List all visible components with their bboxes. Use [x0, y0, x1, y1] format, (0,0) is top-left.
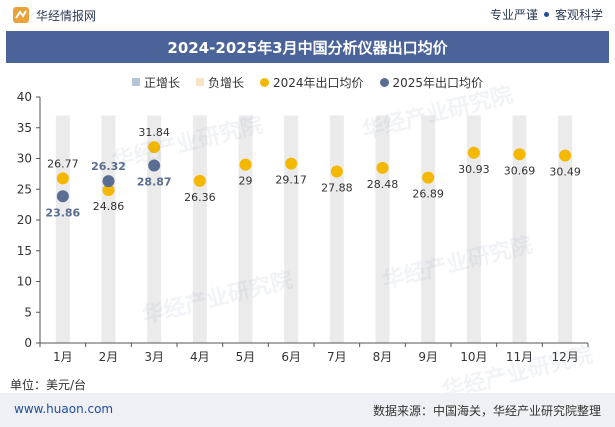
data-label-2024: 24.86 — [93, 200, 125, 213]
point-2024 — [239, 158, 252, 171]
column-bar — [375, 115, 390, 343]
data-label-2024: 27.88 — [321, 182, 353, 195]
data-label-2024: 26.89 — [412, 188, 444, 201]
legend-positive-label: 正增长 — [143, 75, 180, 90]
column-bar — [101, 115, 116, 343]
data-label-2024: 28.48 — [367, 178, 399, 191]
data-label-2024: 29.17 — [275, 174, 307, 187]
legend-negative-swatch — [195, 78, 204, 86]
x-tick-label: 3月 — [144, 350, 164, 364]
data-label-2025: 28.87 — [137, 175, 172, 188]
point-2024 — [330, 165, 343, 178]
tagline-right: 客观科学 — [554, 8, 603, 22]
legend-item-positive: 正增长 — [131, 72, 180, 92]
x-tick-label: 1月 — [53, 350, 73, 364]
column-bar — [512, 115, 527, 343]
column-bar — [558, 115, 573, 343]
point-2024 — [285, 157, 298, 170]
legend-item-2024: 2024年出口均价 — [259, 72, 364, 92]
data-label-2024: 30.49 — [549, 165, 581, 178]
column-bar — [329, 115, 344, 343]
column-bar — [421, 115, 436, 343]
separator-dot-icon — [543, 12, 549, 17]
y-tick-label: 20 — [17, 213, 32, 227]
tagline: 专业严谨 客观科学 — [490, 6, 603, 23]
y-tick-label: 40 — [17, 90, 32, 104]
legend-item-negative: 负增长 — [195, 72, 244, 92]
column-bar — [284, 115, 299, 343]
point-2024 — [467, 146, 480, 159]
brand-name: 华经情报网 — [36, 8, 97, 23]
brand: 华经情报网 — [12, 6, 96, 24]
data-label-2025: 26.32 — [91, 160, 126, 173]
data-label-2024: 31.84 — [138, 126, 170, 139]
y-tick-label: 10 — [17, 275, 32, 289]
column-bar — [55, 115, 70, 343]
point-2024 — [376, 161, 389, 174]
column-bar — [192, 115, 207, 343]
point-2024 — [148, 141, 161, 154]
y-tick-label: 25 — [17, 182, 32, 196]
point-2024 — [193, 174, 206, 187]
y-tick-label: 0 — [24, 336, 32, 350]
column-bar — [466, 115, 481, 343]
x-tick-label: 8月 — [373, 350, 393, 364]
x-tick-label: 12月 — [552, 350, 579, 364]
point-2024 — [513, 148, 526, 161]
column-bar — [238, 115, 253, 343]
point-2024 — [559, 149, 572, 162]
data-label-2024: 30.93 — [458, 163, 490, 176]
point-2025 — [102, 175, 115, 188]
legend-2025-marker — [379, 77, 389, 87]
unit-label: 单位：美元/台 — [10, 378, 87, 392]
huajing-logo-icon — [13, 7, 29, 23]
point-2025 — [56, 190, 69, 203]
x-tick-label: 6月 — [281, 350, 301, 364]
chart-title: 2024-2025年3月中国分析仪器出口均价 — [6, 31, 609, 63]
tagline-left: 专业严谨 — [489, 8, 538, 22]
data-label-2024: 26.36 — [184, 191, 216, 204]
x-tick-label: 4月 — [190, 350, 210, 364]
footer: www.huaon.com 数据来源：中国海关，华经产业研究院整理 — [0, 393, 615, 427]
x-tick-label: 9月 — [418, 350, 438, 364]
y-tick-label: 15 — [17, 244, 32, 258]
y-tick-label: 30 — [17, 152, 32, 166]
x-tick-label: 5月 — [236, 350, 256, 364]
data-label-2024: 29 — [239, 175, 253, 188]
legend-2024-marker — [259, 77, 269, 87]
data-label-2025: 23.86 — [45, 206, 80, 219]
y-tick-label: 35 — [17, 121, 32, 135]
point-2024 — [102, 184, 115, 197]
site-link[interactable]: www.huaon.com — [14, 402, 114, 416]
data-source: 数据来源：中国海关，华经产业研究院整理 — [372, 404, 601, 418]
point-2024 — [422, 171, 435, 184]
chart-legend: 正增长 负增长 2024年出口均价 2025年出口均价 — [0, 72, 615, 92]
data-label-2024: 30.69 — [504, 164, 536, 177]
point-2024 — [56, 172, 69, 185]
legend-positive-swatch — [131, 78, 140, 86]
point-2025 — [148, 159, 161, 172]
legend-2024-label: 2024年出口均价 — [272, 75, 364, 90]
data-label-2024: 26.77 — [47, 157, 79, 170]
legend-negative-label: 负增长 — [207, 75, 244, 90]
x-tick-label: 10月 — [460, 350, 487, 364]
x-tick-label: 7月 — [327, 350, 347, 364]
y-tick-label: 5 — [24, 305, 32, 319]
legend-item-2025: 2025年出口均价 — [379, 72, 484, 92]
legend-2025-label: 2025年出口均价 — [392, 75, 484, 90]
column-bar — [147, 115, 162, 343]
x-tick-label: 11月 — [506, 350, 533, 364]
top-bar: 华经情报网 专业严谨 客观科学 — [0, 0, 615, 30]
x-tick-label: 2月 — [99, 350, 119, 364]
